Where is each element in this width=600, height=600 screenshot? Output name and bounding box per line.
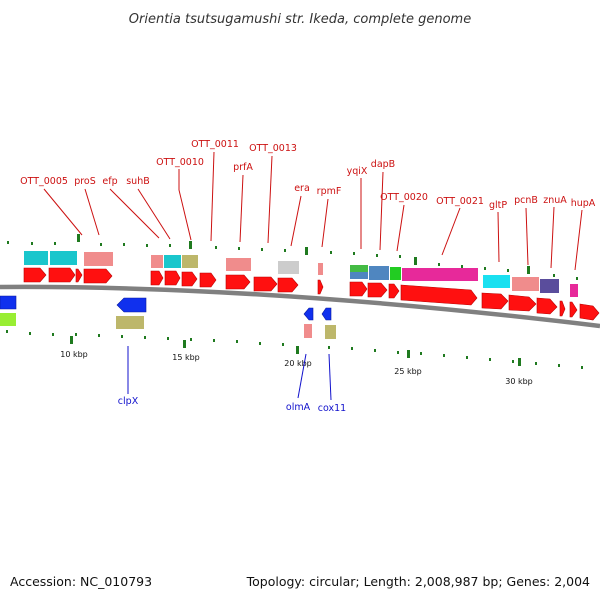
map-title: Orientia tsutsugamushi str. Ikeda, compl… [129, 12, 471, 27]
reverse-gene-labels: clpX olmA cox11 [118, 396, 346, 414]
gene-label-dapb[interactable]: dapB [371, 159, 395, 170]
tick-label-15kbp: 15 kbp [172, 353, 200, 362]
forward-gene-labels: OTT_0005 proS efp suhB OTT_0010 OTT_0011… [20, 139, 596, 211]
gene-label-cox11[interactable]: cox11 [318, 403, 346, 414]
gene-label-ott-0011[interactable]: OTT_0011 [191, 139, 239, 150]
tick-label-25kbp: 25 kbp [394, 367, 422, 376]
gene-label-prfa[interactable]: prfA [233, 162, 253, 173]
forward-cog-track [24, 251, 578, 297]
genome-backbone [0, 284, 600, 329]
genome-summary-text: Topology: circular; Length: 2,008,987 bp… [246, 574, 590, 589]
gene-label-znua[interactable]: znuA [543, 195, 567, 206]
gene-label-efp[interactable]: efp [102, 176, 117, 187]
gene-label-olma[interactable]: olmA [286, 402, 311, 413]
inner-tick-dots [6, 330, 583, 369]
gene-label-gltp[interactable]: gltP [489, 200, 507, 211]
reverse-gene-track [0, 295, 332, 321]
tick-label-10kbp: 10 kbp [60, 350, 88, 359]
tick-label-20kbp: 20 kbp [284, 359, 312, 368]
tick-label-30kbp: 30 kbp [505, 377, 533, 386]
gene-label-ott-0005[interactable]: OTT_0005 [20, 176, 68, 187]
gene-label-suhb[interactable]: suhB [126, 176, 150, 187]
gene-label-hupa[interactable]: hupA [571, 198, 596, 209]
outer-tick-dots [7, 234, 578, 280]
gene-label-rpmf[interactable]: rpmF [317, 186, 342, 197]
gene-label-clpx[interactable]: clpX [118, 396, 139, 407]
gene-label-era[interactable]: era [294, 183, 310, 194]
gene-label-pcnb[interactable]: pcnB [514, 195, 538, 206]
gene-label-yqix[interactable]: yqiX [347, 166, 368, 177]
tick-labels: 10 kbp 15 kbp 20 kbp 25 kbp 30 kbp [60, 350, 533, 386]
accession-text: Accession: NC_010793 [10, 574, 152, 589]
gene-label-ott-0010[interactable]: OTT_0010 [156, 157, 204, 168]
gene-label-ott-0020[interactable]: OTT_0020 [380, 192, 428, 203]
forward-leader-lines [43, 151, 583, 271]
reverse-cog-track [0, 313, 336, 339]
forward-gene-track [23, 267, 600, 321]
gene-label-ott-0013[interactable]: OTT_0013 [249, 143, 297, 154]
reverse-leader-lines [127, 346, 332, 401]
gene-label-ott-0021[interactable]: OTT_0021 [436, 196, 484, 207]
gene-label-pros[interactable]: proS [74, 176, 96, 187]
